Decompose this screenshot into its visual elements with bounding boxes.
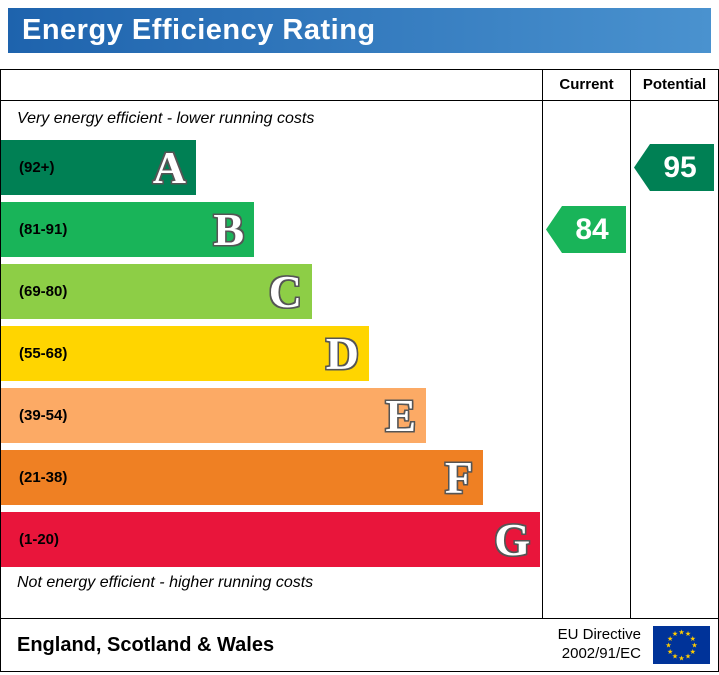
- eu-directive-text: EU Directive 2002/91/EC: [558, 626, 641, 664]
- band-range-label: (21-38): [19, 469, 68, 486]
- eu-directive-line-2: 2002/91/EC: [561, 645, 641, 662]
- title-banner: Energy Efficiency Rating: [8, 8, 711, 53]
- eu-flag-icon: ★ ★ ★ ★ ★ ★ ★ ★ ★ ★ ★ ★: [653, 626, 710, 664]
- column-header-current: Current: [559, 76, 614, 93]
- band-row-e: (39-54) E: [1, 388, 426, 443]
- band-range-label: (55-68): [19, 345, 68, 362]
- band-range-label: (1-20): [19, 531, 60, 548]
- page-title: Energy Efficiency Rating: [22, 14, 376, 46]
- current-rating-arrow: 84: [546, 206, 626, 253]
- svg-text:★: ★: [678, 628, 684, 636]
- potential-rating-value: 95: [663, 150, 697, 184]
- bottom-note: Not energy efficient - higher running co…: [17, 574, 314, 591]
- epc-chart-panel: Current Potential Very energy efficient …: [0, 69, 719, 672]
- band-row-c: (69-80) C: [1, 264, 312, 319]
- column-header-row: Current Potential: [1, 70, 718, 101]
- svg-text:★: ★: [691, 641, 697, 649]
- band-letter: G: [494, 514, 530, 565]
- column-header-potential: Potential: [642, 76, 707, 93]
- potential-column-divider: [630, 70, 631, 618]
- svg-text:★: ★: [665, 641, 671, 649]
- footer: England, Scotland & Wales EU Directive 2…: [1, 619, 718, 671]
- band-row-a: (92+) A: [1, 140, 196, 195]
- svg-text:★: ★: [690, 635, 696, 643]
- band-letter: B: [213, 204, 244, 255]
- rating-bands: (92+) A (81-91) B (69-80) C (55-68) D (3…: [1, 140, 540, 574]
- band-range-label: (69-80): [19, 283, 68, 300]
- band-range-label: (92+): [19, 159, 55, 176]
- top-note: Very energy efficient - lower running co…: [17, 110, 315, 127]
- svg-text:★: ★: [685, 653, 691, 661]
- current-column-divider: [542, 70, 543, 618]
- band-row-d: (55-68) D: [1, 326, 369, 381]
- eu-directive-line-1: EU Directive: [557, 626, 641, 644]
- current-rating-value: 84: [575, 212, 609, 246]
- svg-text:★: ★: [678, 654, 684, 662]
- band-row-f: (21-38) F: [1, 450, 483, 505]
- band-row-g: (1-20) G: [1, 512, 540, 567]
- svg-text:★: ★: [690, 648, 696, 656]
- band-letter: A: [152, 142, 186, 193]
- band-range-label: (81-91): [19, 221, 68, 238]
- chart-area: Current Potential Very energy efficient …: [1, 70, 718, 619]
- band-range-label: (39-54): [19, 407, 68, 424]
- svg-text:★: ★: [667, 648, 673, 656]
- band-letter: E: [385, 390, 416, 441]
- band-row-b: (81-91) B: [1, 202, 254, 257]
- band-letter: D: [325, 328, 359, 379]
- band-letter: C: [268, 266, 302, 317]
- svg-text:★: ★: [667, 635, 673, 643]
- band-letter: F: [444, 452, 473, 503]
- svg-text:★: ★: [672, 630, 678, 638]
- region-label: England, Scotland & Wales: [17, 633, 275, 656]
- potential-rating-arrow: 95: [634, 144, 714, 191]
- svg-text:★: ★: [672, 653, 678, 661]
- svg-text:★: ★: [685, 630, 691, 638]
